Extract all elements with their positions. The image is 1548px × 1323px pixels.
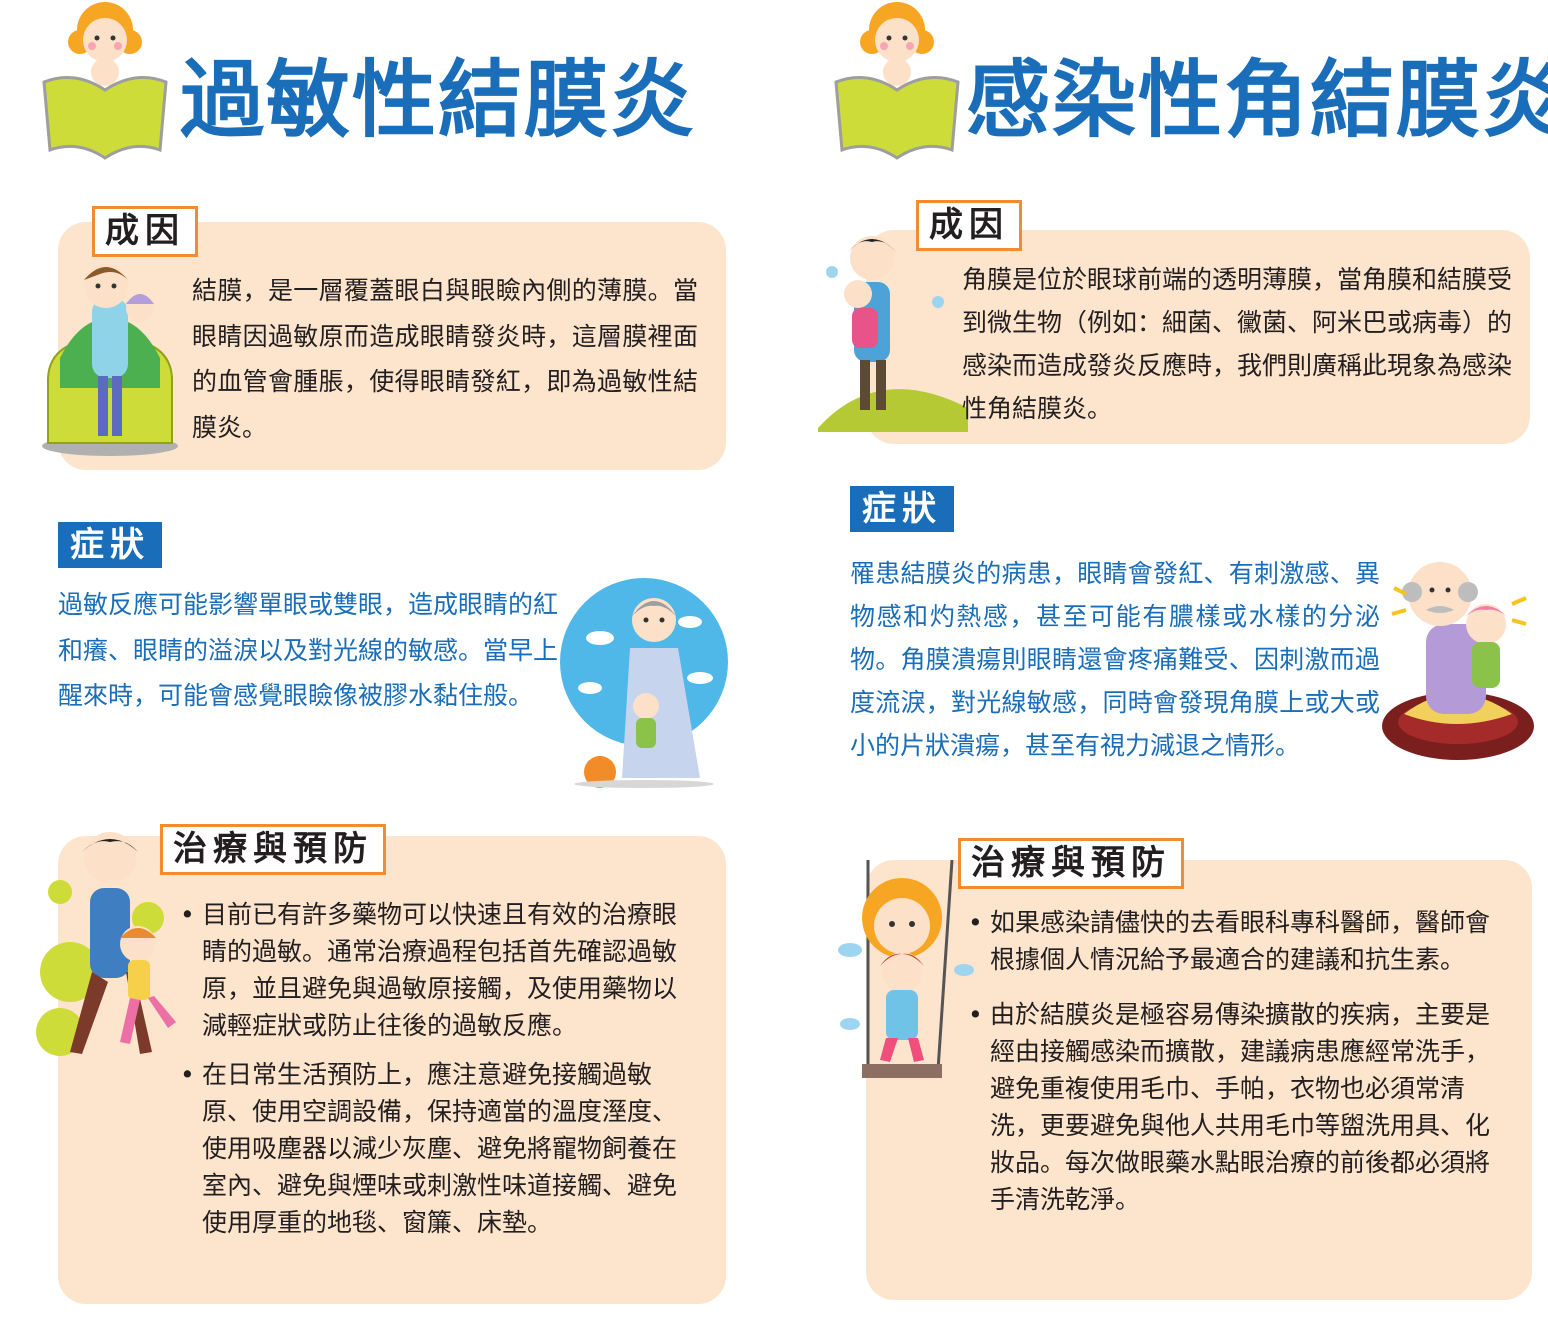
list-item: 如果感染請儘快的去看眼科專科醫師，醫師會根據個人情況給予最適合的建議和抗生素。 <box>968 904 1498 978</box>
cause-label-left: 成因 <box>92 206 198 257</box>
swing-children-icon <box>838 859 974 1078</box>
symptom-text-right: 罹患結膜炎的病患，眼睛會發紅、有刺激感、異物感和灼熱感，甚至可能有膿樣或水樣的分… <box>850 559 1380 760</box>
symptom-text-left: 過敏反應可能影響單眼或雙眼，造成眼睛的紅和癢、眼睛的溢淚以及對光線的敏感。當早上… <box>58 590 559 710</box>
list-item: 由於結膜炎是極容易傳染擴散的疾病，主要是經由接觸感染而擴散，建議病患應經常洗手，… <box>968 996 1498 1218</box>
cause-label-right: 成因 <box>916 200 1022 251</box>
treatment-list-right: 如果感染請儘快的去看眼科專科醫師，醫師會根據個人情況給予最適合的建議和抗生素。 … <box>968 904 1498 1230</box>
treatment-label-right: 治療與預防 <box>958 838 1184 889</box>
treatment-label-left: 治療與預防 <box>160 824 386 875</box>
symptom-label-right: 症狀 <box>850 486 954 532</box>
reading-girl-icon <box>42 2 168 160</box>
page-title-infectious: 感染性角結膜炎 <box>966 51 1548 149</box>
family-illustration-icon <box>42 264 178 456</box>
grandpa-child-icon <box>1382 562 1534 760</box>
cause-text-right: 角膜是位於眼球前端的透明薄膜，當角膜和結膜受到微生物（例如：細菌、黴菌、阿米巴或… <box>962 265 1513 423</box>
treatment-list-left: 目前已有許多藥物可以快速且有效的治療眼睛的過敏。通常治療過程包括首先確認過敏原，… <box>180 896 696 1253</box>
symptom-label-left: 症狀 <box>58 522 162 568</box>
list-item: 在日常生活預防上，應注意避免接觸過敏原、使用空調設備，保持適當的溫度溼度、使用吸… <box>180 1056 696 1241</box>
page-title-allergic: 過敏性結膜炎 <box>180 51 697 149</box>
parent-hill-icon <box>818 236 968 432</box>
parent-child-icon <box>36 832 176 1056</box>
list-item: 目前已有許多藥物可以快速且有效的治療眼睛的過敏。通常治療過程包括首先確認過敏原，… <box>180 896 696 1044</box>
cause-text-left: 結膜，是一層覆蓋眼白與眼瞼內側的薄膜。當眼睛因過敏原而造成眼睛發炎時，這層膜裡面… <box>192 276 698 442</box>
reading-girl-icon <box>834 2 960 160</box>
cause-card-right <box>866 230 1530 444</box>
grandma-child-icon <box>560 578 728 788</box>
